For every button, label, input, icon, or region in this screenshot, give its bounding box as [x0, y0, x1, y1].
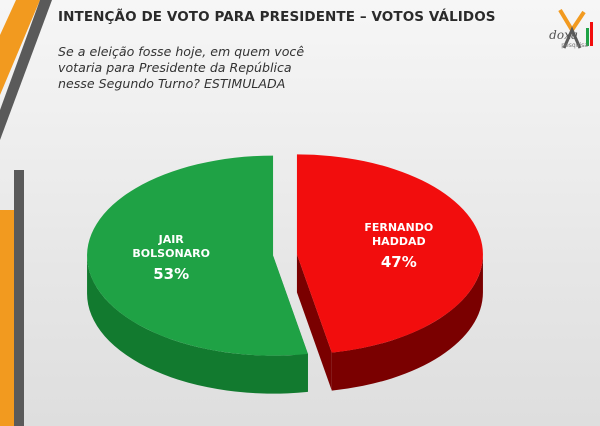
slice-value-label: 47%: [381, 253, 417, 271]
decorative-stripes: [0, 0, 52, 426]
question-line-2: votaria para Presidente da República: [58, 60, 292, 75]
pie-slice-side-1: [331, 254, 483, 391]
slice-name-label: BOLSONARO: [132, 247, 210, 260]
pie-slice-1: [296, 154, 483, 353]
page-title: INTENÇÃO DE VOTO PARA PRESIDENTE – VOTOS…: [58, 9, 496, 25]
pie-slice-wall-1: [296, 254, 332, 391]
gray-stripe: [0, 0, 52, 140]
slice-name-label: HADDAD: [372, 235, 426, 248]
orange-side-bar: [0, 210, 14, 426]
pie-slice-side-0: [87, 255, 308, 394]
pie-slice-0: [87, 155, 308, 356]
doxa-logo-mark: [558, 8, 593, 49]
slice-name-label: JAIR: [158, 233, 185, 246]
slice-value-label: 53%: [153, 265, 189, 283]
logo-text: doxa: [549, 28, 578, 42]
orange-stripe: [0, 0, 40, 95]
survey-question: Se a eleição fosse hoje, em quem você vo…: [58, 44, 418, 92]
slice-name-label: FERNANDO: [364, 221, 433, 234]
question-line-1: Se a eleição fosse hoje, em quem você: [58, 44, 305, 59]
gray-side-bar: [14, 170, 24, 426]
question-line-3: nesse Segundo Turno? ESTIMULADA: [58, 76, 286, 91]
logo-subtext: pesquisa: [561, 42, 588, 49]
